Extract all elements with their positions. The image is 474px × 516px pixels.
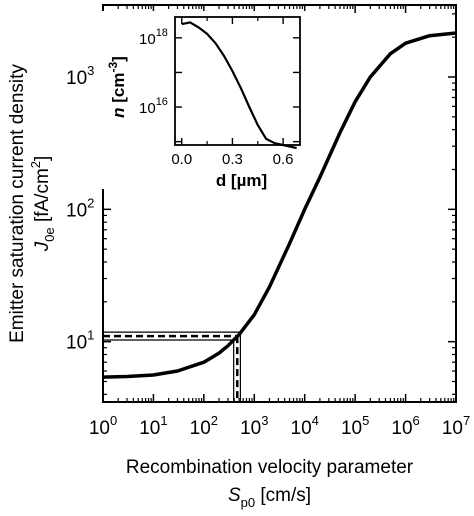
inset-y-tick-label: 1016 <box>139 96 168 117</box>
inset-curve-series-0 <box>181 21 297 150</box>
x-tick-label: 101 <box>139 413 167 439</box>
x-tick-label: 102 <box>190 413 218 439</box>
y-tick-label: 101 <box>66 328 94 354</box>
x-tick-label: 106 <box>391 413 419 439</box>
inset-background <box>101 11 308 189</box>
inset-y-axis-label: n [cm-3] <box>106 56 128 118</box>
inset-x-axis-label: d [µm] <box>216 171 267 190</box>
x-tick-label: 103 <box>240 413 268 439</box>
x-tick-label: 104 <box>291 413 319 439</box>
x-tick-label: 105 <box>341 413 369 439</box>
x-axis-label: Recombination velocity parameter <box>126 457 414 478</box>
y-tick-label: 102 <box>66 195 94 221</box>
inset-frame <box>174 16 301 146</box>
x-tick-label: 100 <box>89 413 117 439</box>
x-axis-label-units: Sp0 [cm/s] <box>228 485 311 510</box>
x-tick-label: 107 <box>442 413 470 439</box>
y-axis-label: Emitter saturation current density <box>7 64 28 343</box>
inset-x-tick-label: 0.3 <box>222 151 243 168</box>
inset-x-tick-label: 0.0 <box>171 151 192 168</box>
main-plot: 100 101 102 103 104 105 106 107 101 102 103 Recombi… <box>7 4 470 510</box>
main-plot-frame <box>102 4 457 403</box>
main-curve-series-0 <box>102 31 457 379</box>
inset-y-tick-label: 1018 <box>139 27 168 48</box>
inset-plot: 0.0 0.3 0.6 1016 1018 d [µm] n [cm-3] <box>101 11 308 190</box>
inset-x-tick-label: 0.6 <box>273 151 294 168</box>
y-tick-label: 103 <box>66 63 94 89</box>
y-axis-label-units: J0e [fA/cm2] <box>28 156 57 253</box>
